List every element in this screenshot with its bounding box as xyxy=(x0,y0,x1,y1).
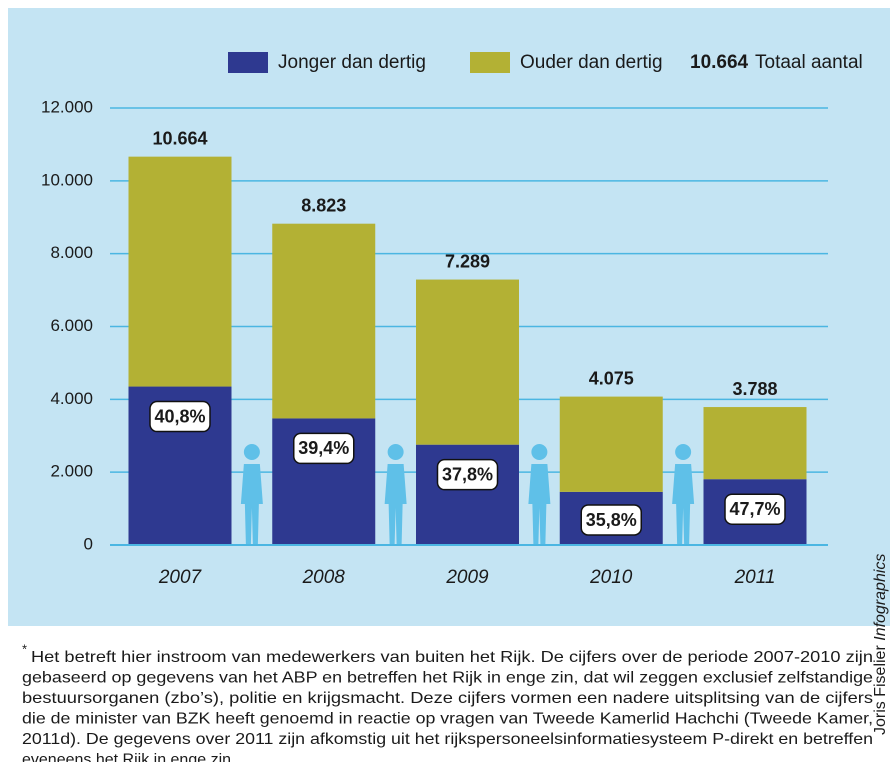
person-icon xyxy=(672,444,695,544)
share-label-box xyxy=(436,458,499,491)
y-tick-label: 8.000 xyxy=(50,243,93,262)
person-icon xyxy=(528,444,551,544)
person-body xyxy=(240,464,263,544)
legend-label: Jonger dan dertig xyxy=(278,52,426,73)
footnote-line: 2011d). De gegevens over 2011 zijn afkom… xyxy=(22,731,873,748)
person-head xyxy=(531,444,548,460)
legend-swatch xyxy=(470,52,510,73)
total-label: 8.823 xyxy=(301,195,346,215)
total-label: 3.788 xyxy=(732,379,777,399)
total-label: 10.664 xyxy=(152,128,207,148)
footnote-marker: * xyxy=(22,641,27,656)
person-head xyxy=(675,444,692,460)
legend-swatch xyxy=(228,52,268,73)
share-label-box xyxy=(724,493,786,525)
bar-segment xyxy=(416,279,519,445)
footnote-line: gebaseerd op gegevens van het ABP en bet… xyxy=(22,670,873,687)
x-tick-label: 2008 xyxy=(302,567,346,588)
footnote-line: eveneens het Rijk in enge zin. xyxy=(22,752,235,762)
bar-segment xyxy=(559,396,663,492)
x-tick-label: 2011 xyxy=(734,567,776,588)
x-tick-label: 2009 xyxy=(445,567,489,588)
legend-label: Ouder dan dertig xyxy=(520,52,663,73)
share-label: 39,4% xyxy=(298,438,349,458)
credit: Joris Fiselier Infographics xyxy=(872,554,889,735)
y-tick-label: 6.000 xyxy=(50,316,93,335)
footnote-line: die de minister van BZK heeft genoemd in… xyxy=(22,711,873,728)
y-tick-label: 2.000 xyxy=(50,462,93,481)
share-label: 35,8% xyxy=(586,510,637,530)
x-tick-label: 2007 xyxy=(158,567,203,588)
share-label: 37,8% xyxy=(442,464,493,484)
legend-total-label: Totaal aantal xyxy=(755,52,863,73)
y-tick-label: 4.000 xyxy=(50,389,93,408)
share-label-box xyxy=(293,432,355,465)
person-head xyxy=(243,444,260,460)
share-label-box xyxy=(149,400,211,433)
person-body xyxy=(528,464,551,544)
footnote-line: bestuursorganen (zbo’s), politie en krij… xyxy=(22,690,873,707)
person-body xyxy=(384,464,407,544)
bar-segment xyxy=(272,223,376,419)
share-label-box xyxy=(580,504,642,536)
bar-segment xyxy=(128,156,232,387)
legend-total-sample: 10.664 xyxy=(690,52,749,73)
footnote-line: Het betreft hier instroom van medewerker… xyxy=(31,649,873,666)
credit-agency: Infographics xyxy=(872,554,889,641)
y-tick-label: 0 xyxy=(84,534,93,553)
x-tick-label: 2010 xyxy=(589,567,633,588)
total-label: 7.289 xyxy=(445,251,490,271)
bar-segment xyxy=(703,407,807,480)
person-head xyxy=(387,444,404,460)
share-label: 40,8% xyxy=(154,406,205,426)
person-body xyxy=(672,464,695,544)
y-tick-label: 10.000 xyxy=(41,170,93,189)
person-icon xyxy=(240,444,263,544)
total-label: 4.075 xyxy=(589,368,634,388)
share-label: 47,7% xyxy=(729,499,780,519)
person-icon xyxy=(384,444,407,544)
credit-name: Joris Fiselier xyxy=(872,645,889,735)
y-tick-label: 12.000 xyxy=(41,97,93,116)
